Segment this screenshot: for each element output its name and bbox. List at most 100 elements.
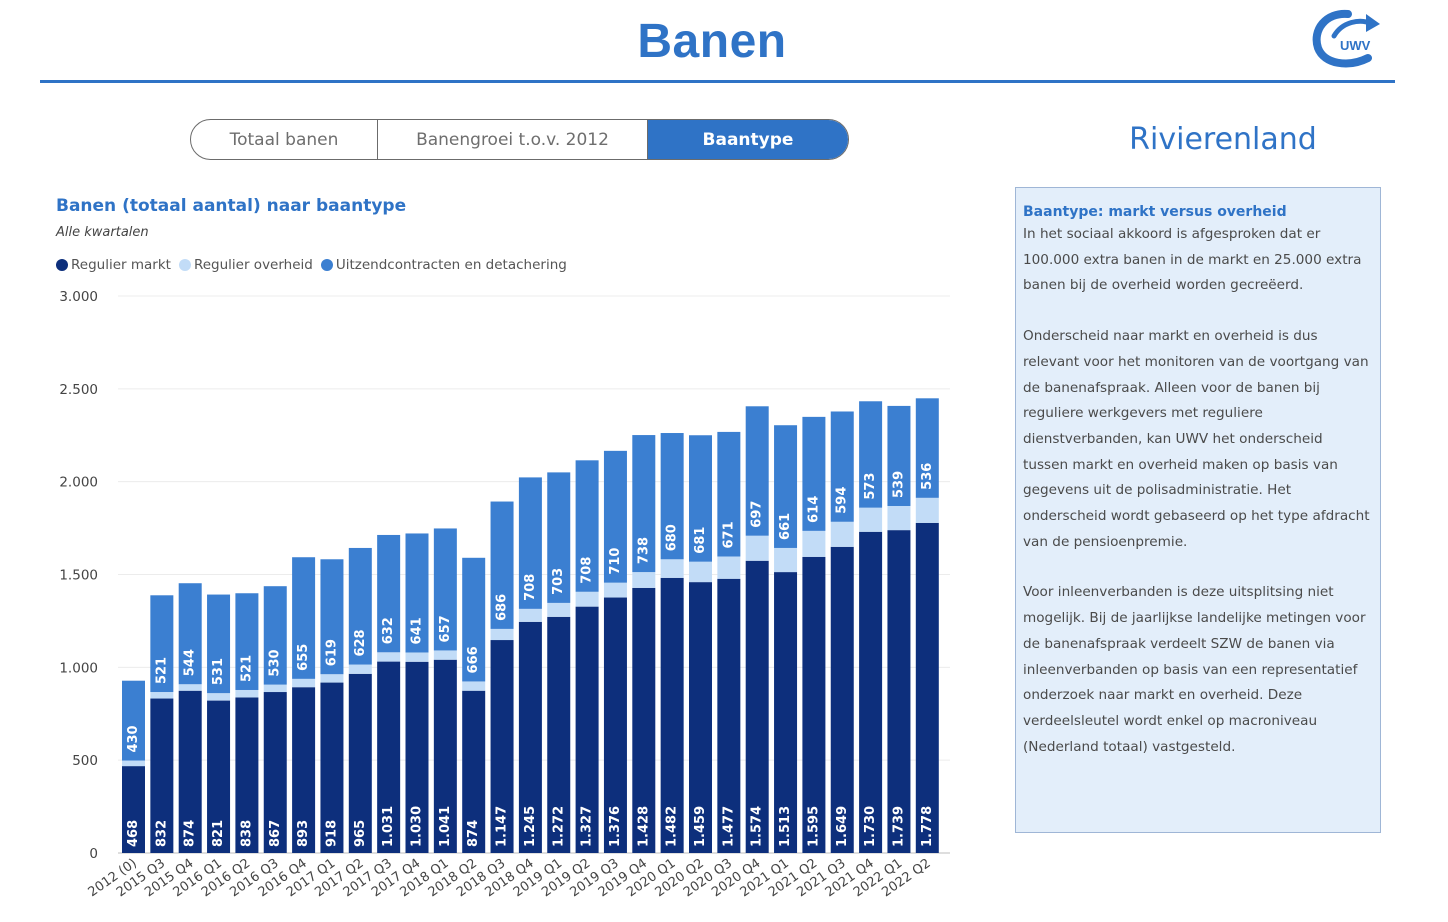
bar-segment: [689, 582, 712, 853]
bar-segment: [915, 398, 939, 498]
data-label: 821: [211, 820, 226, 847]
data-label: 614: [806, 496, 821, 523]
data-label: 657: [438, 615, 453, 642]
bar-segment: [377, 652, 401, 662]
legend-dot-icon: [178, 259, 191, 271]
info-heading: Baantype: markt versus overheid: [1023, 204, 1287, 220]
bar-segment: [802, 416, 826, 531]
data-label: 1.574: [750, 806, 765, 847]
data-label: 918: [324, 820, 339, 847]
bar-segment: [122, 680, 145, 761]
chart-legend: Regulier markt Regulier overheid Uitzend…: [56, 257, 575, 273]
info-paragraph-1: In het sociaal akkoord is afgesproken da…: [1023, 226, 1362, 294]
data-label: 703: [551, 568, 566, 595]
legend-label: Regulier overheid: [193, 257, 313, 273]
legend-item-regulier-overheid[interactable]: Regulier overheid: [178, 257, 313, 273]
bar-segment: [207, 594, 231, 694]
bar-segment: [320, 559, 344, 675]
data-label: 1.147: [495, 806, 510, 847]
bar-segment: [150, 692, 174, 699]
data-label: 641: [410, 617, 425, 644]
data-label: 893: [296, 820, 311, 847]
bar-segment: [603, 582, 627, 598]
bar-segment: [263, 684, 287, 693]
data-label: 965: [353, 820, 368, 847]
bar-segment: [320, 674, 344, 683]
chart-title: Banen (totaal aantal) naar baantype: [56, 196, 407, 216]
data-label: 867: [268, 820, 283, 847]
bar-segment: [462, 690, 486, 853]
bar-segment: [178, 690, 202, 853]
data-label: 544: [183, 649, 198, 676]
data-label: 1.739: [891, 806, 906, 847]
data-label: 521: [154, 657, 169, 684]
data-label: 1.459: [693, 806, 708, 847]
bar-segment: [433, 659, 457, 853]
data-label: 619: [324, 639, 339, 666]
bar-segment: [632, 435, 656, 573]
title-divider: [40, 80, 1395, 83]
bar-segment: [490, 501, 514, 629]
data-label: 628: [353, 629, 368, 656]
data-label: 832: [154, 820, 169, 847]
bar-segment: [802, 530, 826, 557]
bar-segment: [292, 557, 316, 679]
bar-segment: [859, 507, 883, 532]
tab-baantype[interactable]: Baantype: [648, 120, 848, 159]
data-label: 1.482: [665, 806, 680, 847]
tab-banengroei[interactable]: Banengroei t.o.v. 2012: [378, 120, 648, 159]
bar-segment: [575, 460, 599, 592]
info-paragraph-2: Onderscheid naar markt en overheid is du…: [1023, 328, 1370, 550]
data-label: 666: [466, 646, 481, 673]
uwv-logo: UWV: [1312, 9, 1380, 68]
data-label: 708: [580, 557, 595, 584]
bar-segment: [915, 522, 939, 853]
tab-totaal-banen[interactable]: Totaal banen: [191, 120, 378, 159]
data-label: 632: [381, 617, 396, 644]
svg-text:UWV: UWV: [1340, 38, 1371, 53]
bar-segment: [660, 433, 684, 560]
bar-segment: [292, 687, 316, 853]
bar-segment: [122, 766, 145, 853]
bar-segment: [235, 593, 259, 690]
data-label: 530: [268, 649, 283, 676]
bar-segment: [207, 700, 231, 853]
bar-segment: [348, 664, 372, 674]
data-label: 1.477: [721, 806, 736, 847]
bar-segment: [462, 557, 486, 682]
bar-segment: [830, 521, 854, 547]
bar-segment: [689, 561, 712, 583]
legend-item-uitzend[interactable]: Uitzendcontracten en detachering: [320, 257, 567, 273]
bar-segment: [547, 616, 571, 853]
bar-segment: [292, 678, 316, 688]
bar-segment: [774, 547, 798, 573]
bar-segment: [830, 411, 854, 522]
bar-segment: [377, 534, 401, 653]
info-paragraph-3: Voor inleenverbanden is deze uitsplitsin…: [1023, 584, 1366, 755]
bar-segment: [915, 497, 939, 523]
bar-segment: [122, 760, 145, 767]
bar-segment: [717, 578, 741, 853]
data-label: 874: [183, 820, 198, 847]
legend-item-regulier-markt[interactable]: Regulier markt: [56, 257, 171, 273]
data-label: 430: [126, 725, 141, 752]
data-label: 539: [891, 471, 906, 498]
bar-segment: [632, 587, 656, 853]
stacked-bar-chart: 05001.0001.5002.0002.5003.0004684302012 …: [59, 289, 950, 900]
bar-segment: [660, 577, 684, 853]
page-title: Banen: [637, 15, 787, 68]
data-label: 1.272: [551, 806, 566, 847]
bar-segment: [859, 531, 883, 853]
y-tick-label: 2.000: [59, 475, 98, 491]
region-title: Rivierenland: [1129, 122, 1317, 157]
y-tick-label: 0: [89, 846, 98, 862]
bar-segment: [433, 650, 457, 660]
y-tick-label: 3.000: [59, 289, 98, 305]
bar-segment: [462, 681, 486, 691]
bar-segment: [235, 697, 259, 853]
bar-segment: [547, 472, 571, 603]
bar-segment: [150, 595, 174, 693]
bar-segment: [348, 673, 372, 853]
bar-segment: [263, 586, 287, 685]
bar-segment: [377, 661, 401, 853]
